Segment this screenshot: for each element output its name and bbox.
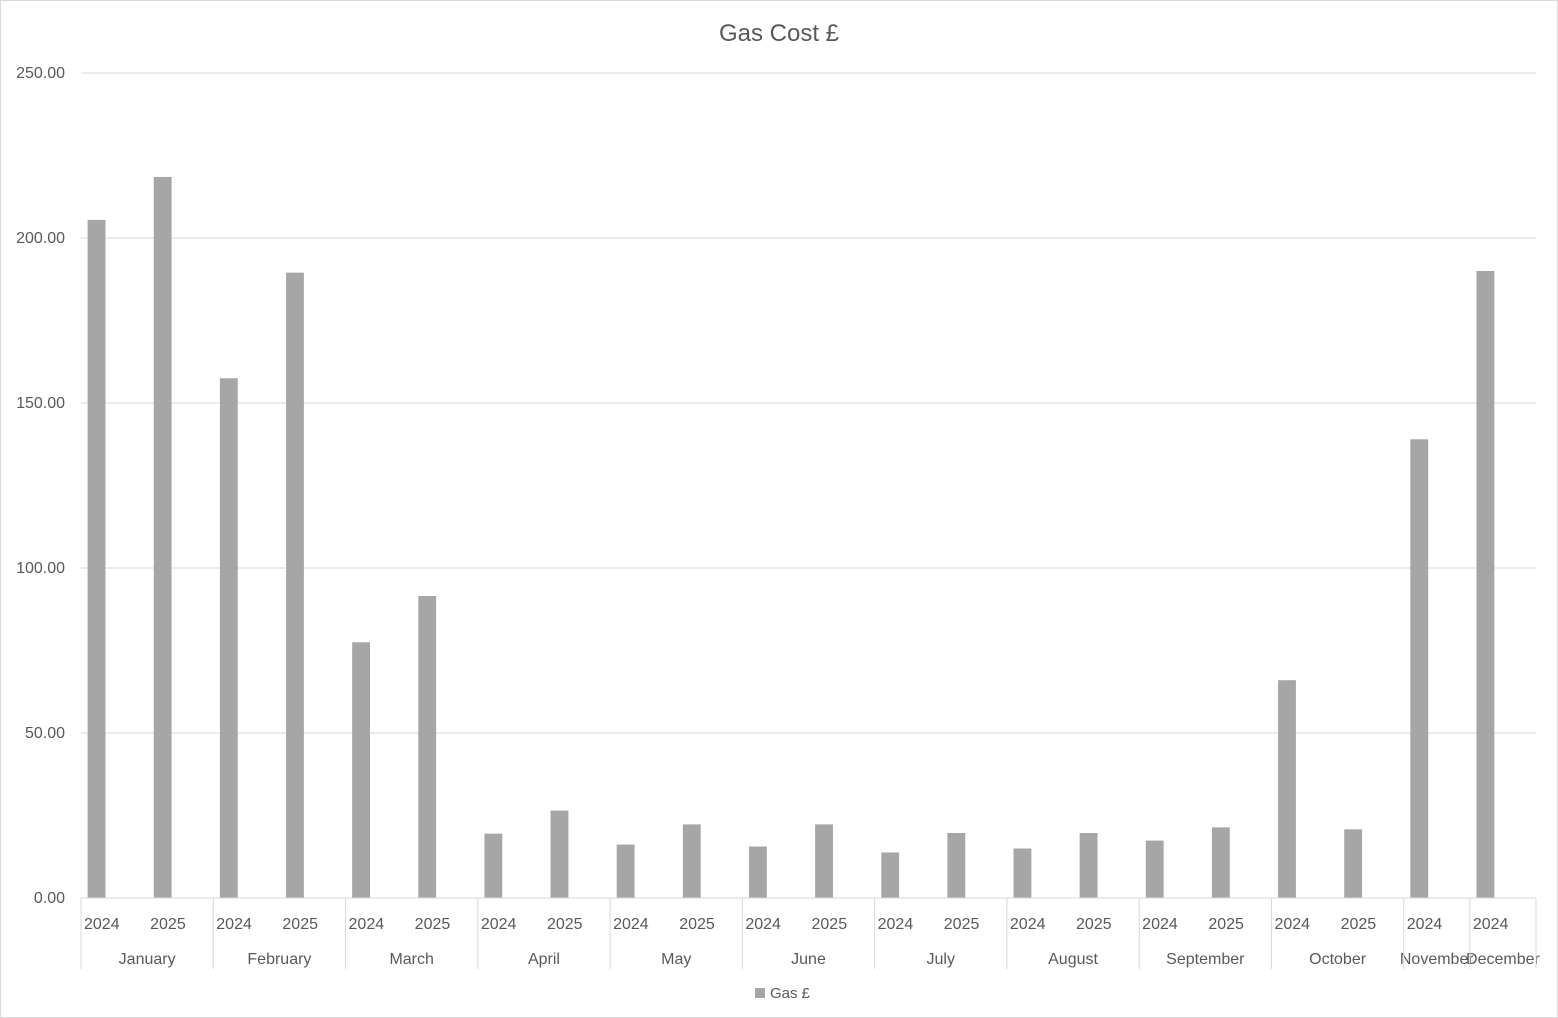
x-tick-year: 2024: [1010, 916, 1046, 933]
y-axis-labels: 0.00 50.00 100.00 150.00 200.00 250.00: [16, 65, 65, 907]
x-tick-month: January: [119, 951, 176, 968]
bar: [682, 824, 701, 898]
legend-label: Gas £: [770, 985, 811, 1002]
x-tick-year: 2024: [1407, 916, 1443, 933]
x-tick-month: September: [1166, 951, 1245, 968]
x-tick-year: 2024: [878, 916, 914, 933]
bar: [1344, 829, 1363, 898]
bar: [1145, 840, 1164, 898]
x-tick-month: March: [389, 951, 433, 968]
bar: [550, 810, 569, 898]
x-axis: 2024 2025 January 2024 2025 February 2024 2025 M…: [80, 897, 1541, 969]
bar: [1476, 271, 1495, 898]
x-tick-year: 2024: [613, 916, 649, 933]
x-tick-month: April: [528, 951, 560, 968]
x-tick-month: November: [1400, 951, 1474, 968]
x-tick-year: 2025: [812, 916, 848, 933]
bar: [484, 833, 503, 898]
x-tick-year: 2025: [547, 916, 583, 933]
y-tick-label: 150.00: [16, 395, 65, 412]
bar: [947, 832, 966, 898]
x-tick-year: 2024: [481, 916, 517, 933]
x-tick-month: February: [247, 951, 311, 968]
bar: [616, 844, 635, 898]
x-tick-year: 2025: [1208, 916, 1244, 933]
x-tick-year: 2025: [1341, 916, 1377, 933]
bar: [881, 852, 900, 898]
x-tick-year: 2024: [216, 916, 252, 933]
x-tick-year: 2024: [1274, 916, 1310, 933]
x-tick-month: June: [791, 951, 826, 968]
bars: [87, 176, 1495, 899]
x-tick-year: 2024: [84, 916, 120, 933]
y-tick-label: 50.00: [25, 725, 65, 742]
y-tick-label: 250.00: [16, 65, 65, 82]
x-tick-year: 2025: [1076, 916, 1112, 933]
bar: [1013, 848, 1032, 898]
bar: [1410, 439, 1429, 898]
x-tick-month: October: [1309, 951, 1367, 968]
bar: [87, 219, 106, 899]
x-tick-year: 2025: [415, 916, 451, 933]
bar: [1278, 680, 1296, 898]
legend-swatch: [755, 988, 765, 998]
y-tick-label: 0.00: [34, 890, 65, 907]
y-tick-label: 100.00: [16, 560, 65, 577]
x-tick-year: 2024: [1473, 916, 1509, 933]
bar: [286, 272, 304, 898]
x-tick-year: 2025: [944, 916, 980, 933]
x-tick-year: 2024: [745, 916, 781, 933]
x-tick-year: 2024: [1142, 916, 1178, 933]
legend: Gas £: [755, 985, 811, 1002]
bar: [219, 378, 238, 898]
x-tick-year: 2025: [150, 916, 186, 933]
x-tick-year: 2025: [282, 916, 318, 933]
bar: [748, 846, 767, 898]
bar: [352, 642, 371, 898]
x-tick-month: July: [927, 951, 955, 968]
bar: [418, 596, 437, 898]
bar: [1211, 827, 1230, 898]
chart-title: Gas Cost £: [719, 20, 839, 47]
x-tick-year: 2024: [349, 916, 385, 933]
x-tick-month: August: [1048, 951, 1098, 968]
bar: [1079, 832, 1098, 898]
bar: [153, 176, 172, 898]
x-tick-month: May: [661, 951, 691, 968]
x-tick-year: 2025: [679, 916, 715, 933]
x-tick-month: December: [1466, 951, 1540, 968]
y-tick-label: 200.00: [16, 230, 65, 247]
bar: [815, 824, 833, 898]
